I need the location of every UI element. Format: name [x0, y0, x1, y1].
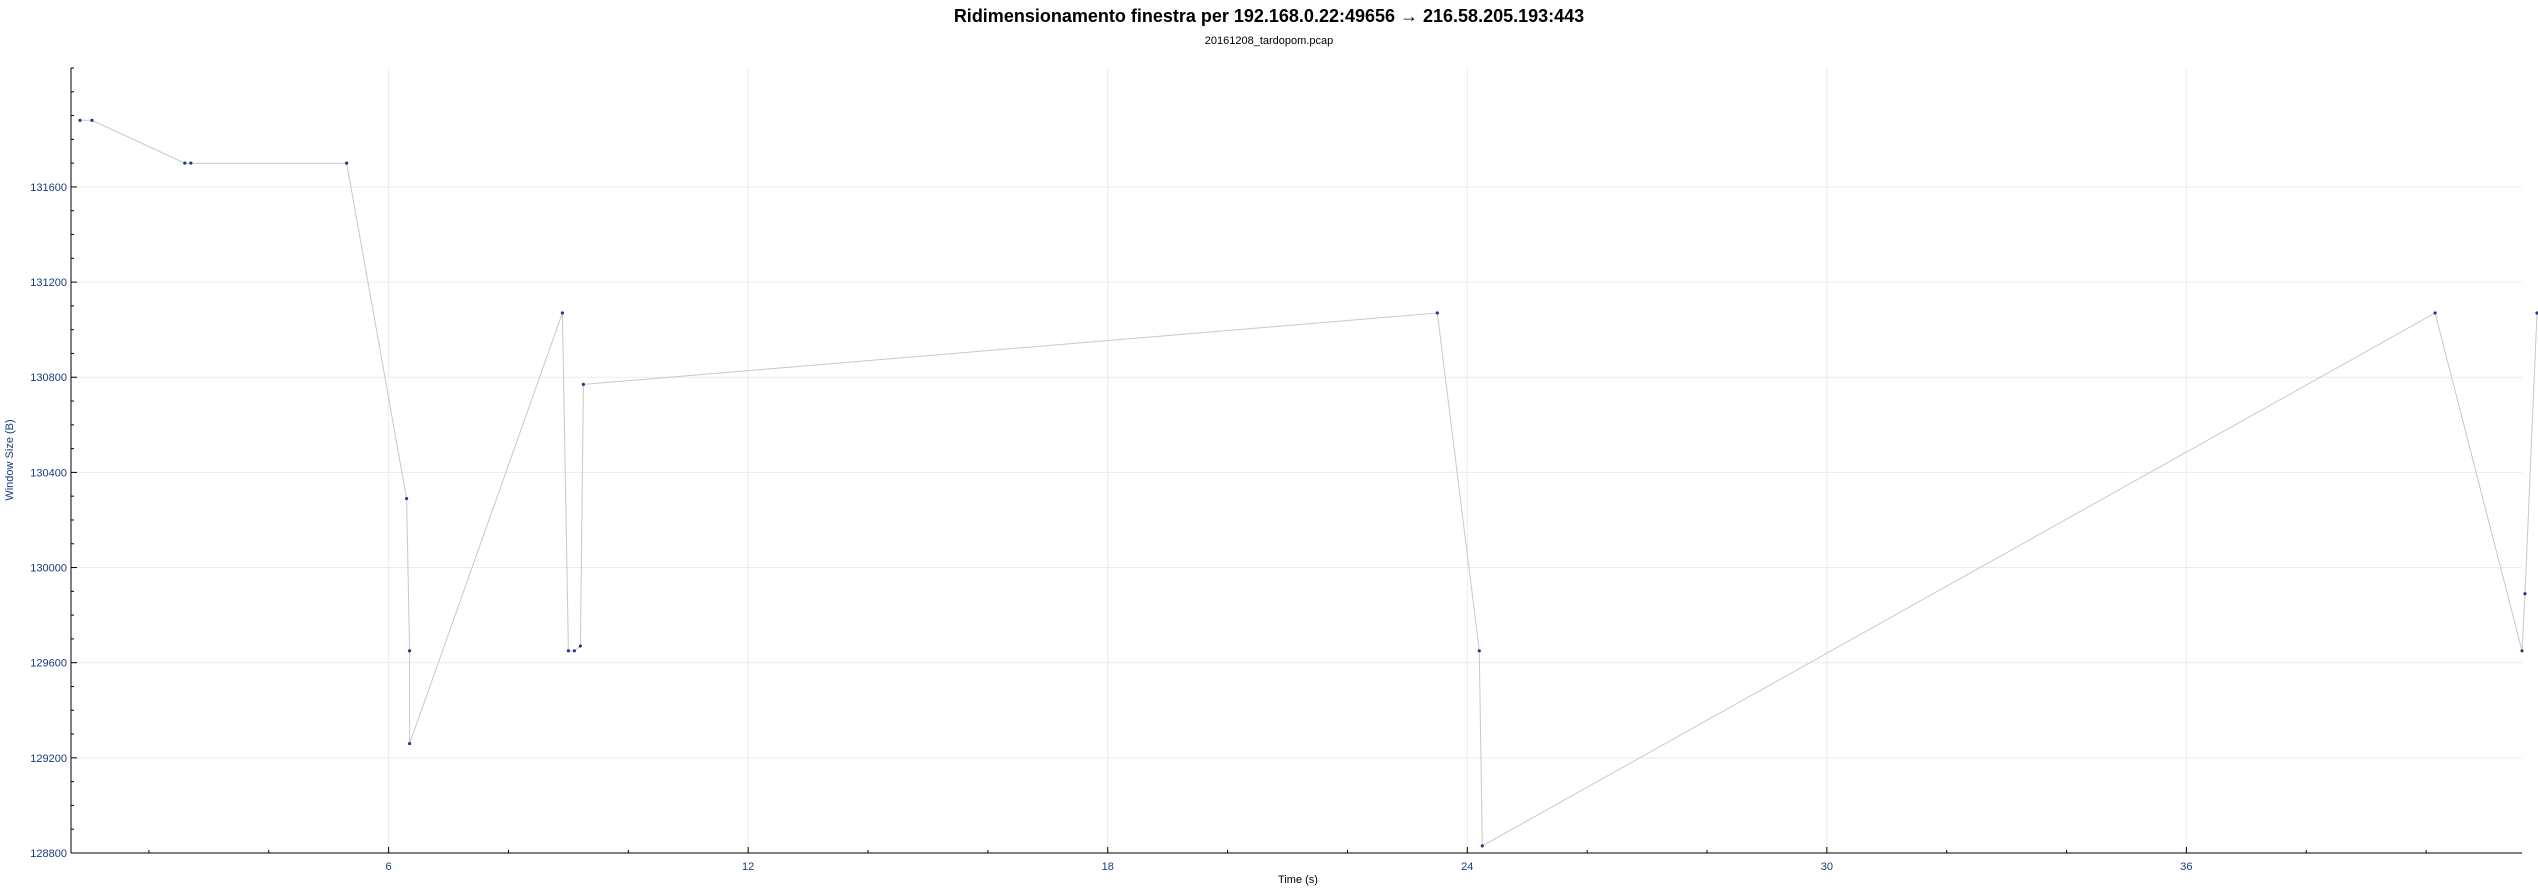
data-point: [566, 649, 570, 653]
data-point: [404, 496, 409, 501]
grid: [71, 68, 2522, 854]
x-tick-label: 6: [386, 861, 392, 873]
data-point: [407, 741, 412, 746]
series-polyline: [80, 119, 2538, 847]
data-point: [2535, 311, 2538, 315]
data-point: [90, 118, 94, 122]
chart-title: Ridimensionamento finestra per 192.168.0…: [953, 6, 1585, 26]
x-tick-label: 18: [1102, 861, 1114, 873]
y-tick-label: 131200: [30, 277, 67, 289]
data-point: [407, 649, 412, 653]
y-tick-label: 130400: [30, 467, 67, 479]
x-tick-label: 36: [2180, 861, 2192, 873]
ticks: 6 12 18 24 30 36 128800 129200 129600 130000 13040…: [30, 67, 2427, 873]
data-points: [78, 118, 2538, 848]
x-tick-label: 30: [1821, 861, 1833, 873]
x-tick-label: 24: [1461, 861, 1473, 873]
data-point: [1480, 844, 1484, 848]
chart-subtitle: 20161208_tardopom.pcap: [1204, 35, 1334, 47]
y-tick-label: 131600: [30, 182, 67, 194]
data-point: [183, 161, 187, 165]
data-point: [1477, 649, 1481, 653]
data-point: [581, 382, 585, 386]
data-point: [1435, 311, 1439, 315]
axes: [70, 68, 2522, 854]
data-point: [189, 161, 193, 165]
data-point: [578, 644, 582, 648]
series-line: [80, 119, 2538, 847]
x-axis-label: Time (s): [1278, 874, 1318, 886]
data-point: [78, 118, 82, 122]
y-tick-label: 128800: [30, 848, 67, 860]
data-point: [572, 649, 576, 653]
data-point: [2523, 592, 2527, 596]
data-point: [560, 311, 564, 315]
y-tick-label: 130800: [30, 372, 67, 384]
y-axis-label: Window Size (B): [4, 419, 16, 500]
x-tick-label: 12: [742, 861, 754, 873]
y-tick-label: 129600: [30, 658, 67, 670]
y-tick-label: 129200: [30, 753, 67, 765]
data-point: [345, 161, 349, 165]
data-point: [2433, 311, 2437, 315]
y-tick-label: 130000: [30, 563, 67, 575]
data-point: [2520, 649, 2524, 653]
